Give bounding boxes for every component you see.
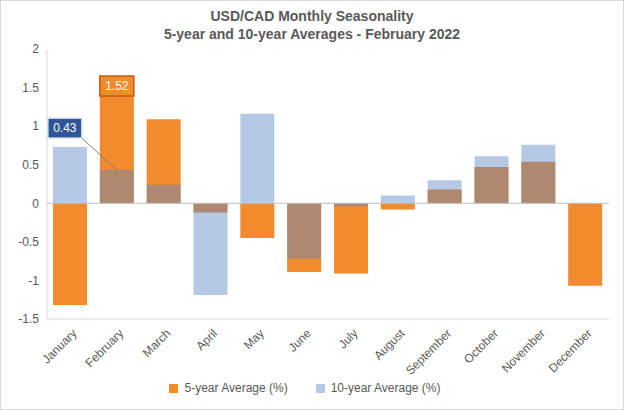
html-text:5-year Average (%): 5-year Average (%) [184, 381, 288, 395]
html-text:5-year and 10-year Averages -: 5-year and 10-year Averages - February 2… [163, 26, 461, 42]
svg-text:-1.5: -1.5 [18, 312, 39, 326]
svg-text:November: November [499, 326, 548, 375]
svg-text:April: April [193, 326, 220, 353]
svg-text:0.43: 0.43 [53, 121, 77, 135]
svg-text:May: May [241, 326, 267, 352]
svg-text:June: June [285, 326, 314, 355]
svg-text:0: 0 [32, 197, 39, 211]
html-text:10-year Average (%): 10-year Average (%) [330, 381, 441, 395]
svg-text:July: July [336, 326, 361, 351]
svg-text:1: 1 [32, 119, 39, 133]
svg-text:January: January [40, 326, 80, 366]
svg-text:-0.5: -0.5 [18, 235, 39, 249]
svg-text:September: September [403, 326, 454, 377]
svg-text:December: December [546, 326, 595, 375]
svg-text:2: 2 [32, 42, 39, 56]
svg-text:1.52: 1.52 [105, 79, 129, 93]
svg-text:March: March [140, 326, 173, 359]
svg-text:October: October [461, 326, 501, 366]
svg-text:-1: -1 [28, 274, 39, 288]
html-text:USD/CAD Monthly Seasonality: USD/CAD Monthly Seasonality [210, 8, 414, 24]
svg-text:1.5: 1.5 [22, 81, 39, 95]
svg-text:August: August [371, 326, 408, 363]
svg-text:0.5: 0.5 [22, 158, 39, 172]
svg-text:February: February [83, 326, 127, 370]
